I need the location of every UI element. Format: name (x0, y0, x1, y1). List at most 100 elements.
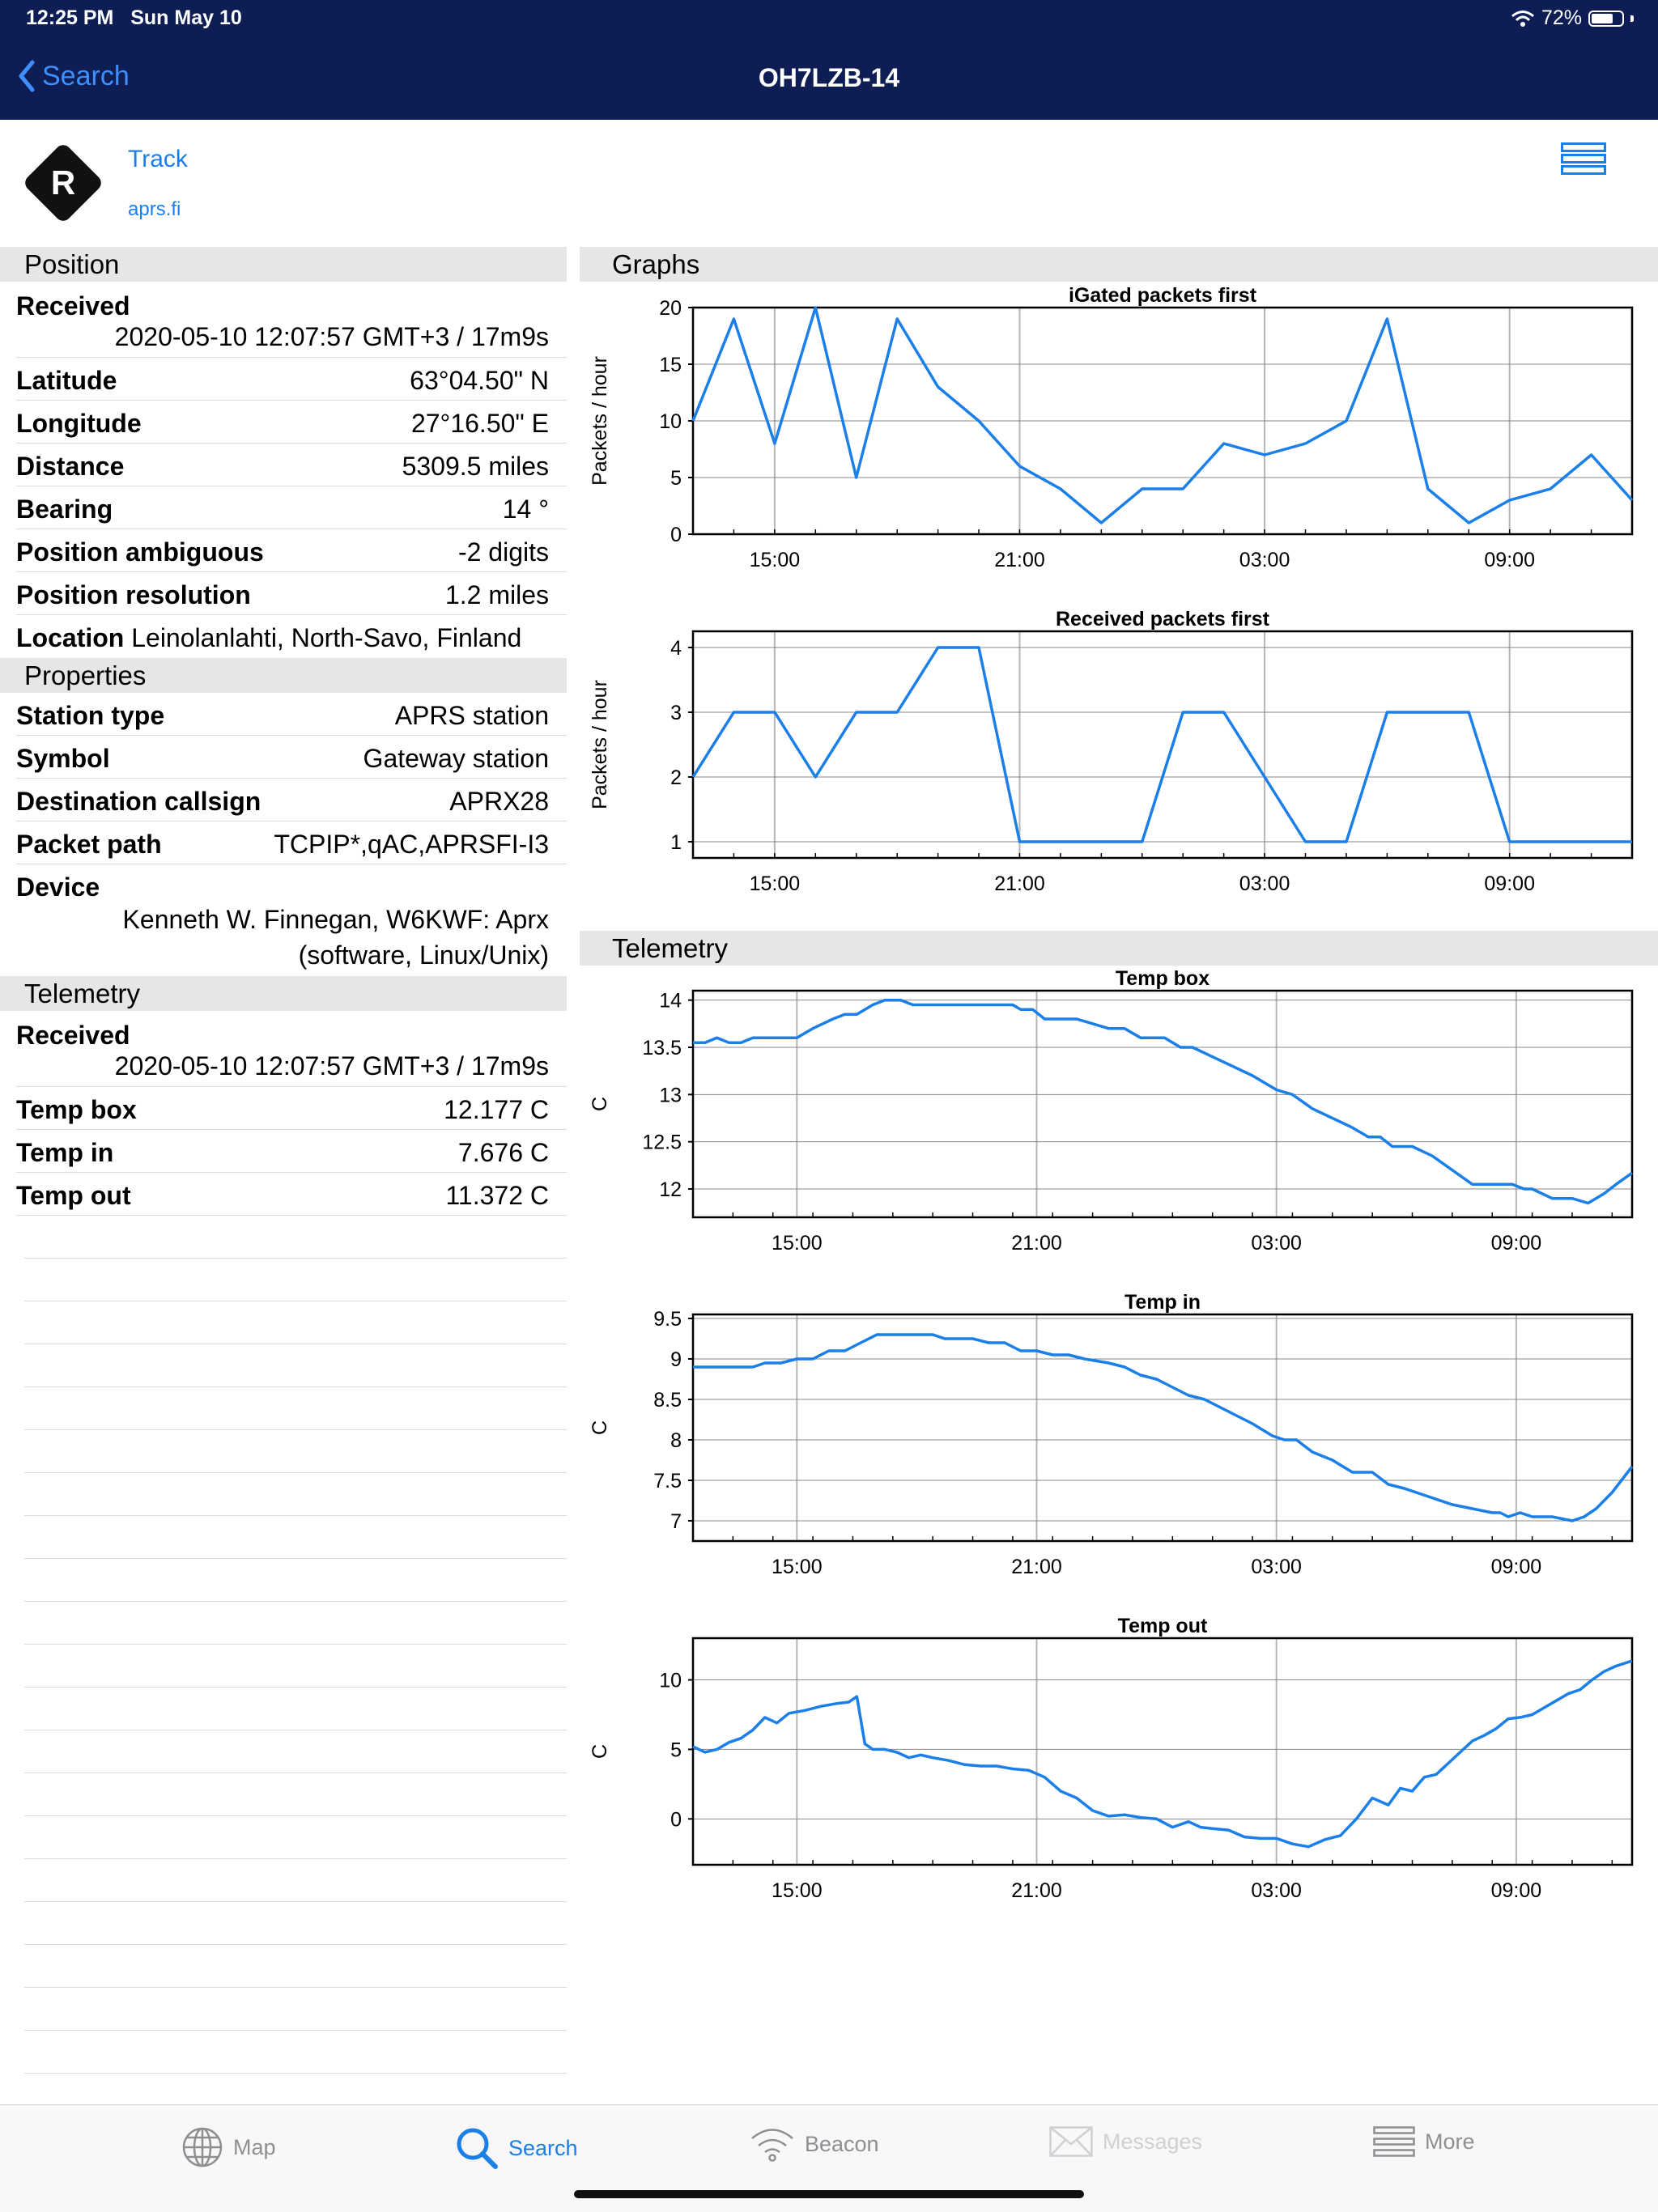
chart-igated-packets-svg: iGated packets first 15:00 21:00 03:00 09:00… (589, 284, 1634, 571)
x-tick-label: 21:00 (994, 549, 1045, 571)
x-tick-label: 15:00 (772, 1879, 823, 1902)
device-row: Device Kenneth W. Finnegan, W6KWF: Aprx … (16, 864, 567, 973)
position-resolution-row: Position resolution 1.2 miles (16, 572, 567, 615)
empty-row (24, 1473, 567, 1516)
x-tick-label: 03:00 (1251, 1232, 1302, 1255)
row-label: Temp in (16, 1138, 114, 1167)
distance-row: Distance 5309.5 miles (16, 444, 567, 486)
empty-row (24, 1216, 567, 1259)
battery-icon (1588, 10, 1624, 27)
row-value: 2020-05-10 12:07:57 GMT+3 / 17m9s (114, 1051, 549, 1081)
list-icon (1373, 2126, 1415, 2157)
back-label: Search (42, 60, 130, 91)
row-value: APRS station (394, 701, 549, 730)
y-axis-label: Packets / hour (589, 356, 611, 486)
y-tick-label: 8.5 (653, 1389, 682, 1412)
tab-beacon[interactable]: Beacon (750, 2126, 879, 2162)
chart-temp-out-svg: Temp out 15:00 21:00 03:00 09:00 0 5 10 C (589, 1615, 1634, 1902)
battery-fill (1592, 13, 1613, 23)
list-view-icon[interactable] (1561, 142, 1606, 175)
empty-row (24, 2031, 567, 2074)
chart-title: Temp box (1116, 967, 1209, 990)
bearing-row: Bearing 14 ° (16, 486, 567, 529)
plot-frame (691, 1637, 1634, 1866)
y-tick-label: 9.5 (653, 1308, 682, 1331)
row-value: APRX28 (449, 787, 549, 816)
tab-label: Map (233, 2134, 276, 2159)
search-icon (457, 2128, 498, 2169)
tab-map[interactable]: Map (181, 2126, 276, 2168)
telemetry-section-header: Telemetry (0, 976, 567, 1011)
tab-messages[interactable]: Messages (1049, 2126, 1202, 2157)
aprs-site-link[interactable]: aprs.fi (128, 198, 181, 220)
track-link[interactable]: Track (128, 146, 188, 172)
y-tick-label: 12.5 (642, 1131, 682, 1154)
page-title: OH7LZB-14 (758, 63, 900, 92)
row-label: Received (16, 1021, 130, 1050)
y-tick-label: 13 (659, 1084, 682, 1106)
telemetry-received-row: Received 2020-05-10 12:07:57 GMT+3 / 17m… (16, 1013, 567, 1087)
status-time: 12:25 PM Sun May 10 (26, 6, 242, 30)
y-tick-label: 2 (670, 766, 682, 789)
row-label: Temp out (16, 1181, 131, 1210)
x-tick-label: 15:00 (750, 549, 801, 571)
y-tick-label: 8 (670, 1429, 682, 1452)
y-tick-label: 1 (670, 831, 682, 854)
empty-row (24, 1730, 567, 1773)
packet-path-row: Packet path TCPIP*,qAC,APRSFI-I3 (16, 822, 567, 864)
telemetry-graphs-section-header: Telemetry (580, 931, 1658, 966)
battery-tip (1630, 15, 1634, 22)
longitude-row: Longitude 27°16.50" E (16, 401, 567, 444)
chart-title: Temp in (1124, 1291, 1201, 1314)
row-label: Longitude (16, 409, 142, 438)
tab-more[interactable]: More (1373, 2126, 1475, 2157)
tab-search[interactable]: Search (455, 2126, 578, 2170)
position-ambiguous-row: Position ambiguous -2 digits (16, 529, 567, 572)
symbol-row: Symbol Gateway station (16, 736, 567, 779)
graphs-section-header: Graphs (580, 247, 1658, 282)
empty-row (24, 1945, 567, 1988)
chart-temp-in: Temp in 15:00 21:00 03:00 09:00 7 7.5 8 8.5 9 9.5 C (580, 1289, 1658, 1596)
latitude-row: Latitude 63°04.50" N (16, 358, 567, 401)
row-label: Received (16, 291, 130, 321)
battery-percent: 72% (1541, 6, 1582, 29)
y-tick-label: 20 (659, 297, 682, 320)
chart-temp-out: Temp out 15:00 21:00 03:00 09:00 0 5 10 C (580, 1612, 1658, 1920)
row-label: Destination callsign (16, 787, 261, 816)
station-type-row: Station type APRS station (16, 693, 567, 736)
row-value: 5309.5 miles (402, 452, 549, 481)
y-tick-label: 14 (659, 990, 682, 1013)
row-label: Distance (16, 452, 125, 481)
row-value: 14 ° (502, 495, 549, 524)
empty-row (24, 1602, 567, 1645)
row-label: Latitude (16, 366, 117, 395)
row-value: 12.177 C (444, 1095, 549, 1124)
status-indicators: 72% (1511, 6, 1634, 30)
y-tick-label: 5 (670, 1739, 682, 1761)
series-line (691, 306, 1634, 524)
location-text: Location Leinolanlahti, North-Savo, Finl… (16, 623, 521, 653)
y-tick-label: 10 (659, 1670, 682, 1692)
chart-igated-packets: iGated packets first 15:00 21:00 03:00 09:00… (580, 282, 1658, 589)
home-indicator[interactable] (574, 2190, 1084, 2198)
y-tick-label: 3 (670, 702, 682, 724)
plot-frame (691, 989, 1634, 1219)
series-line (692, 1659, 1633, 1849)
empty-row (24, 1773, 567, 1816)
x-tick-label: 21:00 (1011, 1232, 1062, 1255)
x-tick-label: 21:00 (1011, 1879, 1062, 1902)
y-tick-label: 5 (670, 467, 682, 490)
chart-temp-box-svg: Temp box 15:00 21:00 03:00 09:00 12 12.5 13 13.5… (589, 967, 1634, 1255)
row-label: Device (16, 872, 100, 902)
row-label: Symbol (16, 744, 110, 773)
x-tick-label: 03:00 (1251, 1879, 1302, 1902)
row-value: 63°04.50" N (410, 366, 549, 395)
back-button[interactable]: Search (18, 60, 130, 92)
empty-row (24, 1645, 567, 1688)
temp-in-row: Temp in 7.676 C (16, 1130, 567, 1173)
x-tick-label: 15:00 (750, 872, 801, 895)
x-tick-label: 03:00 (1251, 1556, 1302, 1578)
temp-box-row: Temp box 12.177 C (16, 1087, 567, 1130)
chart-title: iGated packets first (1069, 284, 1257, 307)
position-section-header: Position (0, 247, 567, 282)
